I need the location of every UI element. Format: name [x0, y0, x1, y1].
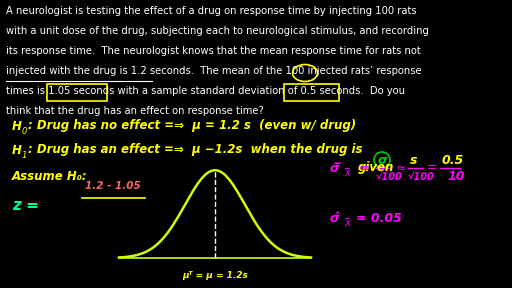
- Text: 0: 0: [22, 128, 27, 137]
- Text: √100: √100: [376, 172, 403, 182]
- Text: 1.2 - 1.05: 1.2 - 1.05: [85, 181, 141, 191]
- Text: : Drug has an effect =⇒  μ −1.2s  when the drug is: : Drug has an effect =⇒ μ −1.2s when the…: [28, 143, 362, 156]
- Text: s: s: [410, 154, 417, 166]
- Text: its response time.  The neurologist knows that the mean response time for rats n: its response time. The neurologist knows…: [6, 46, 421, 56]
- Text: σ̅: σ̅: [330, 162, 340, 175]
- Text: 10: 10: [447, 170, 464, 183]
- Text: Assume H₀:: Assume H₀:: [12, 170, 88, 183]
- Text: x̅: x̅: [344, 218, 350, 228]
- Text: ≈: ≈: [396, 162, 407, 175]
- Text: think that the drug has an effect on response time?: think that the drug has an effect on res…: [6, 106, 264, 116]
- Text: A neurologist is testing the effect of a drug on response time by injecting 100 : A neurologist is testing the effect of a…: [6, 6, 417, 16]
- Text: given: given: [358, 162, 394, 175]
- Text: =: =: [355, 162, 370, 175]
- Text: σ: σ: [378, 154, 388, 166]
- Text: times is 1.05 seconds with a sample standard deviation of 0.5 seconds.  Do you: times is 1.05 seconds with a sample stan…: [6, 86, 405, 96]
- Text: H: H: [12, 120, 22, 132]
- Text: injected with the drug is 1.2 seconds.  The mean of the 100 injected rats’ respo: injected with the drug is 1.2 seconds. T…: [6, 66, 421, 76]
- Text: : Drug has no effect =⇒  μ = 1.2 s  (even w/ drug): : Drug has no effect =⇒ μ = 1.2 s (even …: [28, 120, 356, 132]
- Text: z =: z =: [12, 198, 39, 213]
- Text: x̅: x̅: [344, 168, 350, 178]
- Text: H: H: [12, 143, 22, 156]
- Text: √100: √100: [408, 172, 435, 182]
- Text: 0.5: 0.5: [442, 154, 464, 166]
- Text: μᵀ = μ = 1.2s: μᵀ = μ = 1.2s: [182, 272, 248, 281]
- Text: 1: 1: [22, 151, 27, 160]
- Text: σ̂: σ̂: [330, 211, 340, 225]
- Text: = 0.05: = 0.05: [356, 211, 402, 225]
- Text: =: =: [427, 162, 438, 175]
- Text: with a unit dose of the drug, subjecting each to neurological stimulus, and reco: with a unit dose of the drug, subjecting…: [6, 26, 429, 36]
